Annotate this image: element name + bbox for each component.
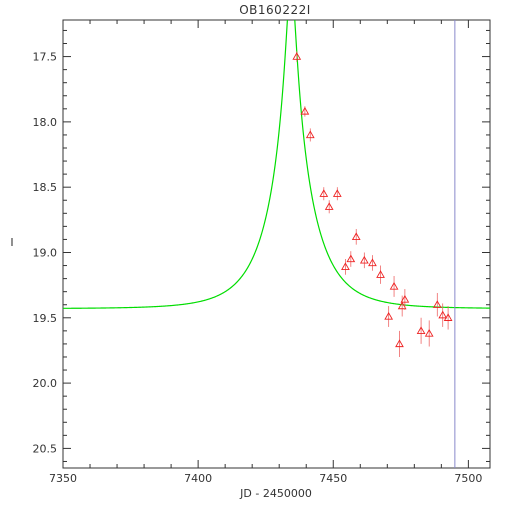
triangle-marker xyxy=(324,202,334,210)
data-point xyxy=(346,251,356,267)
data-point xyxy=(300,106,310,117)
triangle-marker xyxy=(384,311,394,320)
triangle-marker xyxy=(332,189,342,197)
y-tick-label: 19.0 xyxy=(33,246,58,259)
data-point xyxy=(443,306,453,330)
y-tick-label: 17.5 xyxy=(33,51,58,64)
data-point xyxy=(359,252,369,269)
x-tick-label: 7400 xyxy=(184,472,212,485)
triangle-marker xyxy=(389,281,399,290)
data-point xyxy=(397,295,407,317)
triangle-marker xyxy=(432,300,442,308)
triangle-marker xyxy=(400,295,410,303)
triangle-marker xyxy=(397,301,407,310)
data-point xyxy=(319,187,329,201)
axis-ticks-layer: 7350 7400 7450 7500 17.5 18.0 18.5 19.0 19.5 20.0… xyxy=(33,20,490,485)
triangle-marker xyxy=(395,339,404,348)
triangle-marker xyxy=(319,189,329,197)
data-point xyxy=(400,289,410,310)
triangle-marker xyxy=(443,313,453,321)
triangle-marker xyxy=(292,52,302,60)
triangle-marker xyxy=(424,328,434,337)
data-point xyxy=(341,259,350,275)
chart-title: OB160222I xyxy=(239,3,311,17)
triangle-marker xyxy=(376,270,385,278)
triangle-marker xyxy=(305,130,315,139)
data-point xyxy=(368,255,377,271)
data-point xyxy=(432,292,442,317)
data-point xyxy=(351,228,361,245)
y-axis-label: I xyxy=(10,236,13,249)
triangle-marker xyxy=(341,262,350,271)
y-tick-label: 20.5 xyxy=(33,442,58,455)
model-curve xyxy=(63,20,490,309)
y-tick-label: 19.5 xyxy=(33,312,58,325)
data-point xyxy=(324,200,334,214)
triangle-marker xyxy=(359,255,369,264)
triangle-marker xyxy=(438,310,448,319)
y-tick-label: 18.0 xyxy=(33,116,58,129)
x-tick-label: 7350 xyxy=(49,472,77,485)
data-points-layer xyxy=(292,51,453,357)
data-point xyxy=(416,317,426,344)
triangle-marker xyxy=(368,258,377,267)
data-point xyxy=(376,265,385,284)
triangle-marker xyxy=(416,326,426,335)
triangle-marker xyxy=(346,254,356,263)
x-axis-label: JD - 2450000 xyxy=(239,487,312,500)
data-point xyxy=(395,330,404,357)
data-point xyxy=(438,303,448,327)
triangle-marker xyxy=(351,232,361,240)
y-tick-label: 20.0 xyxy=(33,377,58,390)
data-point xyxy=(332,187,342,201)
x-tick-label: 7500 xyxy=(454,472,482,485)
data-point xyxy=(305,128,315,142)
data-point xyxy=(424,320,434,347)
data-point xyxy=(389,276,399,297)
x-tick-label: 7450 xyxy=(319,472,347,485)
triangle-marker xyxy=(300,106,310,115)
data-point xyxy=(384,306,394,327)
model-curve-layer xyxy=(63,20,490,309)
y-tick-label: 18.5 xyxy=(33,181,58,194)
data-point xyxy=(292,51,302,62)
plot-frame xyxy=(62,19,491,469)
